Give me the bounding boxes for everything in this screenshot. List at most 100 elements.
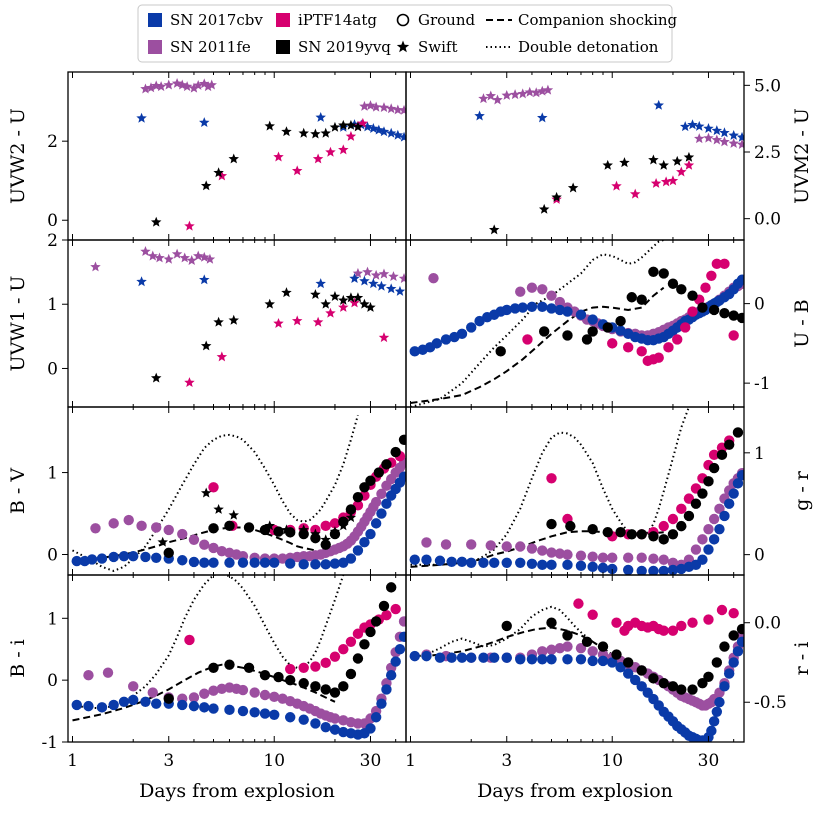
- point-sn-2019yvq: [648, 531, 659, 542]
- point-sn-2017cbv: [83, 700, 94, 712]
- point-iptf14atg: [329, 518, 341, 529]
- point-sn-2019yvq: [398, 434, 406, 445]
- point-sn-2011fe: [575, 550, 587, 561]
- point-sn-2019yvq: [567, 182, 579, 193]
- point-sn-2011fe: [562, 641, 573, 652]
- point-sn-2019yvq: [359, 298, 370, 309]
- point-sn-2011fe: [537, 284, 548, 295]
- point-sn-2011fe: [259, 689, 271, 701]
- panel-u_b: -1 0 U - B: [405, 239, 813, 408]
- point-sn-2011fe: [163, 253, 174, 264]
- point-sn-2017cbv: [440, 334, 452, 345]
- legend-marker-iptf14atg: [276, 13, 290, 27]
- point-sn-2011fe: [204, 253, 216, 264]
- point-sn-2011fe: [151, 522, 162, 533]
- point-sn-2019yvq: [658, 534, 669, 545]
- point-sn-2017cbv: [329, 558, 341, 569]
- point-sn-2019yvq: [200, 180, 212, 191]
- point-sn-2019yvq: [359, 482, 370, 493]
- point-sn-2011fe: [388, 271, 399, 282]
- point-sn-2011fe: [542, 84, 554, 95]
- series-iptf14atg-star: [184, 297, 390, 388]
- point-sn-2019yvq: [338, 681, 349, 692]
- point-sn-2017cbv: [365, 528, 376, 540]
- series-sn-2011fe-circle: [90, 457, 406, 564]
- point-sn-2011fe: [537, 545, 548, 556]
- point-iptf14atg: [658, 520, 669, 532]
- point-sn-2011fe: [179, 252, 190, 263]
- point-sn-2011fe: [562, 549, 573, 560]
- point-iptf14atg: [325, 307, 336, 318]
- panel-uvm2_u: 0.0 2.5 5.0 UVM2 - U: [405, 71, 813, 241]
- series-sn-2017cbv-circle: [409, 470, 744, 575]
- point-sn-2017cbv: [526, 654, 538, 665]
- point-sn-2019yvq: [310, 289, 321, 300]
- point-iptf14atg: [573, 598, 584, 609]
- point-sn-2011fe: [163, 524, 174, 536]
- point-sn-2017cbv: [648, 565, 659, 575]
- point-iptf14atg: [184, 377, 195, 388]
- point-sn-2011fe: [128, 681, 139, 692]
- point-iptf14atg: [312, 153, 324, 164]
- point-sn-2017cbv: [587, 655, 598, 667]
- point-sn-2019yvq: [723, 439, 735, 450]
- x-tick-label: 10: [263, 751, 285, 771]
- point-sn-2017cbv: [446, 652, 457, 663]
- point-sn-2017cbv: [575, 560, 587, 572]
- y-axis-label: B - V: [7, 468, 29, 514]
- point-sn-2017cbv: [489, 652, 500, 663]
- point-sn-2017cbv: [199, 702, 210, 713]
- point-iptf14atg: [273, 318, 284, 328]
- point-sn-2017cbv: [398, 131, 406, 142]
- point-sn-2017cbv: [489, 557, 500, 568]
- point-sn-2011fe: [150, 80, 162, 91]
- point-iptf14atg: [390, 603, 401, 615]
- point-sn-2011fe: [530, 87, 542, 98]
- point-sn-2017cbv: [199, 557, 210, 568]
- point-sn-2017cbv: [376, 698, 387, 709]
- point-sn-2019yvq: [310, 681, 321, 692]
- legend-label-iptf14atg: iPTF14atg: [298, 11, 377, 29]
- point-sn-2011fe: [428, 272, 439, 284]
- point-sn-2017cbv: [562, 654, 573, 665]
- point-sn-2019yvq: [736, 623, 744, 635]
- y-tick-label: 0: [754, 546, 765, 566]
- point-sn-2017cbv: [140, 696, 151, 707]
- point-sn-2019yvq: [690, 498, 702, 509]
- point-sn-2017cbv: [376, 280, 387, 291]
- point-sn-2019yvq: [562, 330, 573, 341]
- point-sn-2019yvq: [365, 301, 376, 312]
- point-sn-2019yvq: [163, 547, 174, 559]
- point-sn-2017cbv: [537, 301, 548, 312]
- point-sn-2019yvq: [708, 462, 720, 474]
- point-sn-2011fe: [537, 85, 548, 96]
- point-sn-2017cbv: [474, 110, 485, 121]
- y-tick-label: 1: [754, 444, 765, 464]
- point-sn-2011fe: [501, 89, 512, 100]
- point-sn-2017cbv: [736, 636, 744, 647]
- point-sn-2017cbv: [370, 712, 382, 723]
- point-iptf14atg: [329, 651, 341, 662]
- point-sn-2017cbv: [421, 554, 432, 565]
- point-sn-2017cbv: [630, 674, 641, 686]
- point-sn-2019yvq: [626, 529, 637, 540]
- point-sn-2017cbv: [108, 551, 119, 563]
- point-sn-2017cbv: [711, 706, 723, 717]
- point-sn-2017cbv: [96, 553, 108, 564]
- point-sn-2011fe: [667, 557, 679, 568]
- point-sn-2017cbv: [615, 662, 626, 673]
- point-sn-2011fe: [188, 534, 200, 545]
- point-sn-2011fe: [378, 102, 390, 113]
- point-sn-2017cbv: [140, 551, 151, 563]
- series-sn-2019yvq-circle: [163, 434, 406, 559]
- point-sn-2019yvq: [345, 512, 357, 523]
- point-iptf14atg: [320, 657, 331, 669]
- point-sn-2019yvq: [565, 520, 576, 532]
- point-sn-2019yvq: [150, 372, 162, 383]
- point-iptf14atg: [650, 177, 662, 188]
- point-sn-2011fe: [329, 713, 341, 724]
- point-sn-2011fe: [83, 670, 94, 681]
- point-sn-2011fe: [554, 548, 566, 559]
- legend: SN 2017cbv iPTF14atg Ground Companion shock…: [137, 4, 678, 63]
- point-sn-2017cbv: [728, 657, 739, 668]
